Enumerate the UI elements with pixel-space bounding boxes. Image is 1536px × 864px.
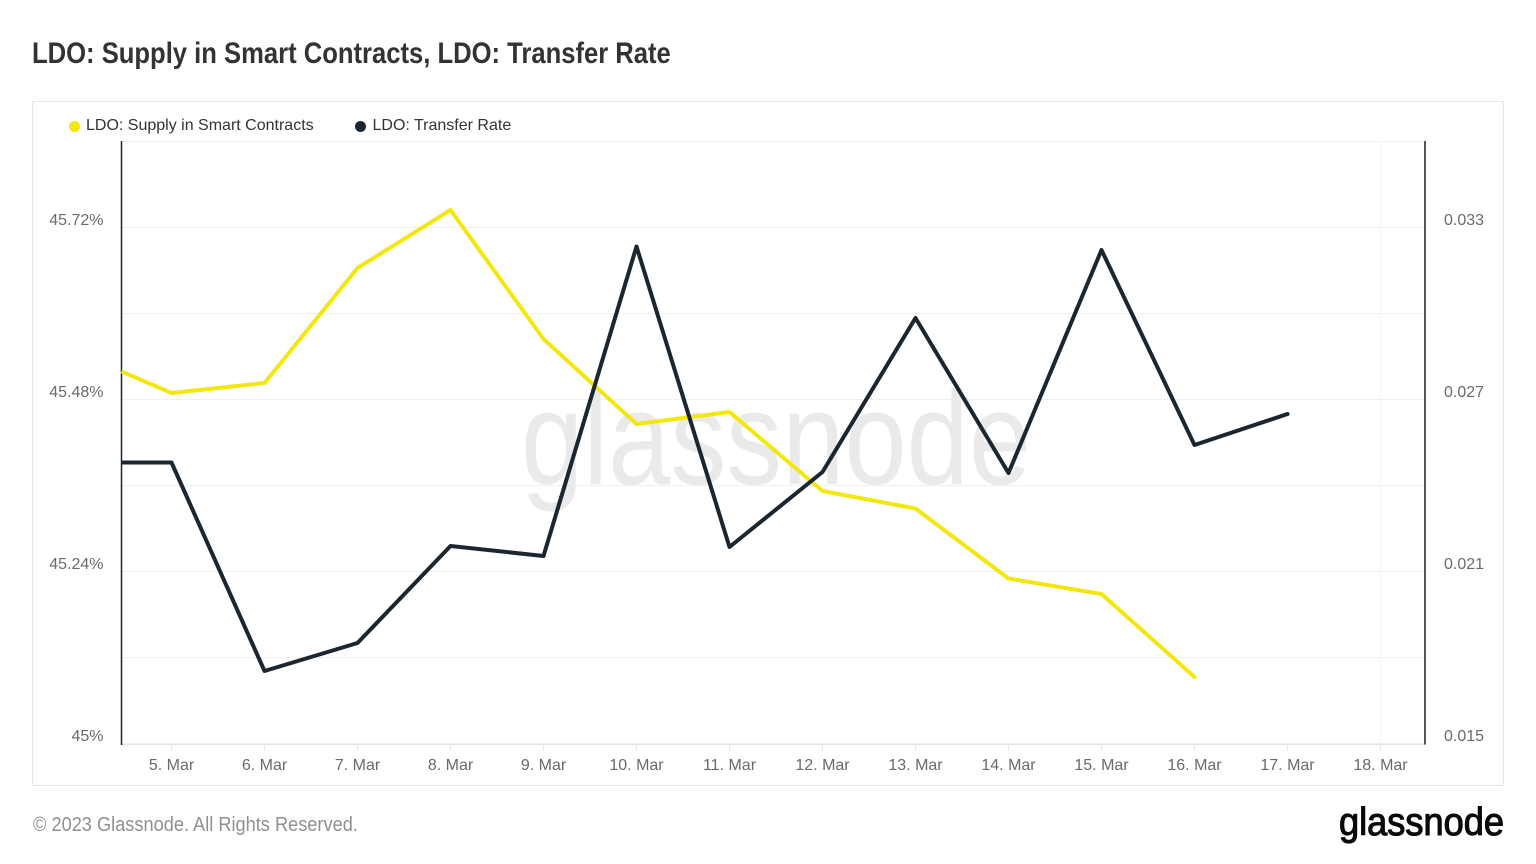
- svg-text:glassnode: glassnode: [521, 365, 1031, 513]
- svg-text:glassnode: glassnode: [1339, 801, 1504, 844]
